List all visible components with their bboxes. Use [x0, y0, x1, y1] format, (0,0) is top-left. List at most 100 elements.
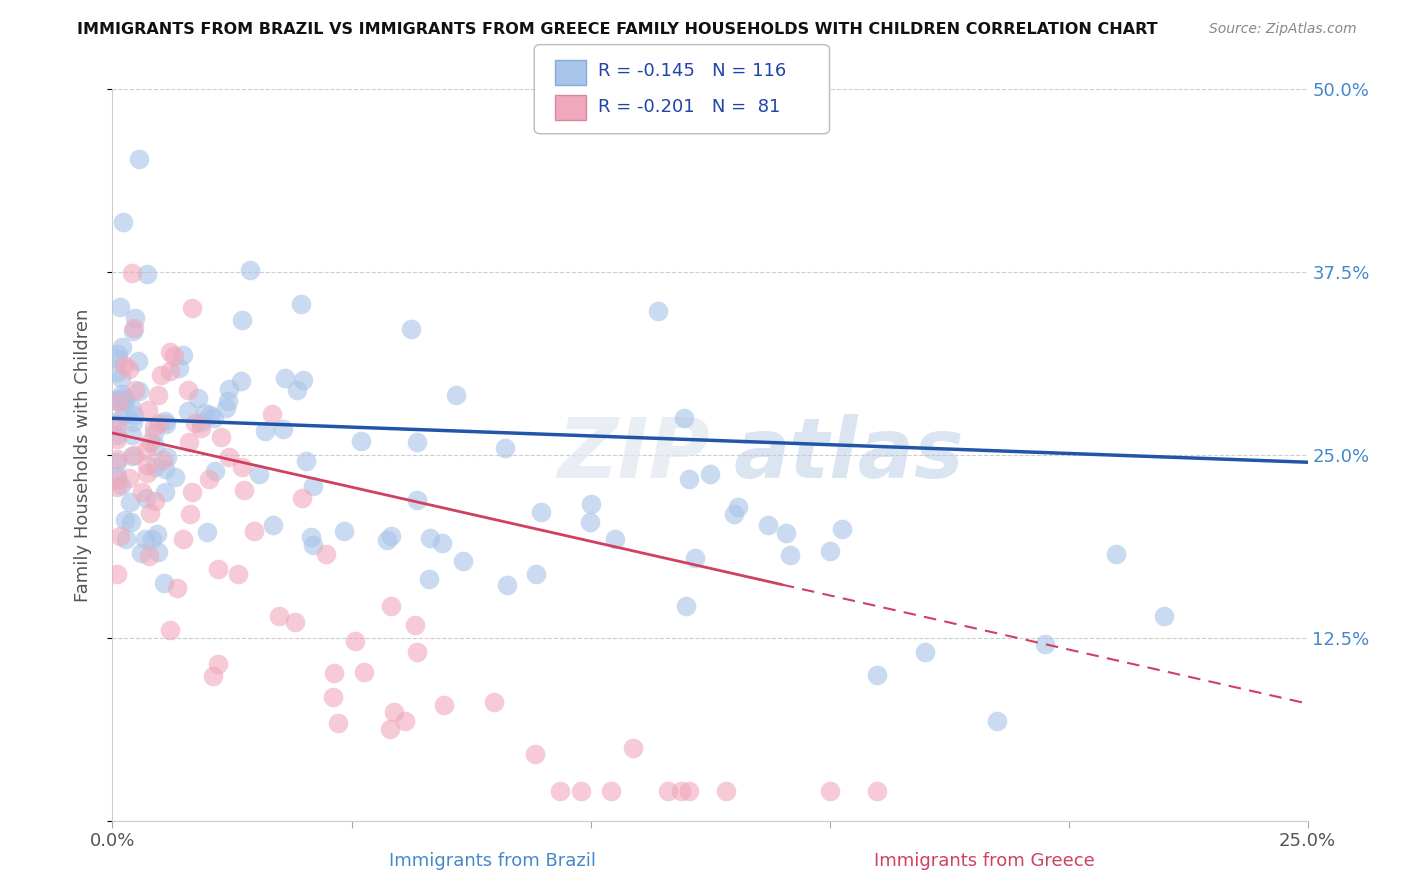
Point: [378, 723, 401, 737]
Point: [112, 359, 135, 373]
Point: [605, 532, 627, 546]
Point: [114, 393, 136, 408]
Point: [105, 417, 128, 432]
Point: [723, 507, 745, 521]
Point: [315, 548, 337, 562]
Point: [115, 532, 138, 546]
Point: [239, 263, 262, 277]
Point: [142, 420, 165, 434]
Point: [291, 491, 314, 505]
Point: [675, 599, 697, 614]
Point: [112, 215, 135, 229]
Point: [524, 747, 547, 761]
Point: [292, 373, 315, 387]
Point: [122, 415, 145, 429]
Point: [128, 384, 150, 399]
Point: [138, 549, 160, 564]
Point: [482, 694, 505, 708]
Point: [262, 518, 284, 533]
Point: [419, 531, 441, 545]
Point: [142, 425, 165, 440]
Point: [382, 706, 405, 720]
Point: [204, 464, 226, 478]
Text: Source: ZipAtlas.com: Source: ZipAtlas.com: [1209, 22, 1357, 37]
Point: [779, 549, 801, 563]
Point: [122, 321, 145, 335]
Point: [177, 434, 200, 449]
Point: [152, 453, 174, 467]
Point: [211, 430, 233, 444]
Point: [727, 500, 749, 515]
Point: [148, 416, 170, 430]
Point: [302, 538, 325, 552]
Point: [149, 368, 172, 383]
Point: [233, 483, 256, 497]
Point: [112, 408, 135, 422]
Point: [108, 529, 131, 543]
Text: R = -0.145   N = 116: R = -0.145 N = 116: [598, 62, 786, 80]
Point: [322, 690, 344, 705]
Point: [380, 529, 402, 543]
Point: [107, 352, 129, 367]
Point: [218, 450, 240, 464]
Point: [375, 533, 398, 548]
Point: [121, 428, 143, 442]
Point: [444, 388, 467, 402]
Point: [155, 417, 177, 432]
Point: [153, 576, 176, 591]
Point: [302, 479, 325, 493]
Point: [775, 526, 797, 541]
Point: [139, 435, 162, 450]
Point: [143, 460, 166, 475]
Point: [247, 467, 270, 481]
Point: [120, 515, 142, 529]
Point: [284, 615, 307, 629]
Point: [122, 324, 145, 338]
Point: [118, 471, 141, 485]
Point: [226, 566, 249, 581]
Point: [105, 480, 128, 494]
Point: [866, 667, 889, 681]
Point: [108, 300, 131, 314]
Point: [430, 536, 453, 550]
Point: [128, 152, 150, 166]
Point: [122, 408, 145, 422]
Point: [579, 515, 602, 529]
Point: [350, 434, 373, 449]
Point: [299, 530, 322, 544]
Point: [756, 517, 779, 532]
Point: [136, 458, 159, 473]
Point: [418, 572, 440, 586]
Point: [190, 415, 212, 429]
Point: [105, 394, 128, 409]
Point: [159, 345, 181, 359]
Point: [399, 322, 422, 336]
Point: [167, 361, 190, 376]
Point: [135, 443, 157, 458]
Point: [271, 422, 294, 436]
Point: [494, 441, 516, 455]
Point: [986, 714, 1008, 728]
Point: [433, 698, 456, 712]
Point: [195, 524, 218, 539]
Y-axis label: Family Households with Children: Family Households with Children: [73, 309, 91, 601]
Point: [105, 455, 128, 469]
Point: [267, 609, 290, 624]
Point: [153, 414, 176, 428]
Point: [683, 551, 706, 566]
Point: [404, 618, 426, 632]
Point: [121, 449, 143, 463]
Point: [242, 524, 264, 538]
Point: [187, 391, 209, 405]
Point: [124, 310, 146, 325]
Text: IMMIGRANTS FROM BRAZIL VS IMMIGRANTS FROM GREECE FAMILY HOUSEHOLDS WITH CHILDREN: IMMIGRANTS FROM BRAZIL VS IMMIGRANTS FRO…: [77, 22, 1159, 37]
Point: [569, 784, 592, 798]
Point: [647, 304, 669, 318]
Point: [678, 784, 700, 798]
Point: [110, 371, 132, 385]
Point: [914, 645, 936, 659]
Point: [496, 578, 519, 592]
Point: [156, 450, 179, 464]
Point: [180, 484, 202, 499]
Point: [406, 435, 429, 450]
